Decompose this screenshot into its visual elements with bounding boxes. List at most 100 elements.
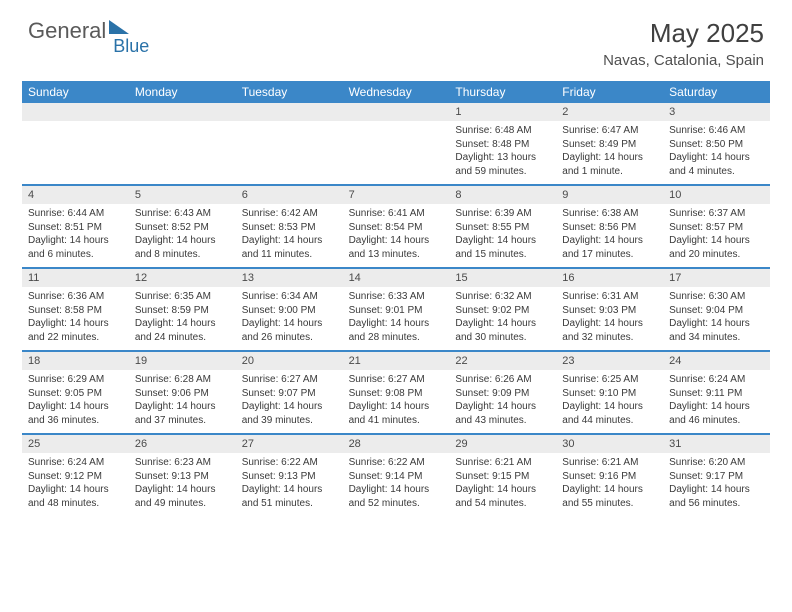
day-number-cell: 29 [449, 435, 556, 453]
day-body-cell: Sunrise: 6:24 AMSunset: 9:12 PMDaylight:… [22, 453, 129, 516]
day-sunset-text: Sunset: 8:50 PM [669, 138, 764, 152]
day-sunset-text: Sunset: 9:10 PM [562, 387, 657, 401]
logo: General Blue [28, 18, 149, 57]
day-daylight2-text: and 41 minutes. [349, 414, 444, 428]
day-sunrise-text: Sunrise: 6:41 AM [349, 207, 444, 221]
day-sunrise-text: Sunrise: 6:27 AM [242, 373, 337, 387]
day-number-cell: 2 [556, 103, 663, 121]
day-number-row: 45678910 [22, 186, 770, 204]
day-daylight1-text: Daylight: 14 hours [455, 483, 550, 497]
day-sunrise-text: Sunrise: 6:36 AM [28, 290, 123, 304]
day-body-cell [343, 121, 450, 184]
day-daylight2-text: and 44 minutes. [562, 414, 657, 428]
day-number-cell: 1 [449, 103, 556, 121]
day-body-cell: Sunrise: 6:41 AMSunset: 8:54 PMDaylight:… [343, 204, 450, 267]
day-daylight1-text: Daylight: 14 hours [28, 483, 123, 497]
day-body-cell: Sunrise: 6:27 AMSunset: 9:07 PMDaylight:… [236, 370, 343, 433]
title-block: May 2025 Navas, Catalonia, Spain [603, 18, 764, 69]
day-daylight1-text: Daylight: 14 hours [669, 483, 764, 497]
day-daylight1-text: Daylight: 14 hours [669, 317, 764, 331]
day-of-week-header: Saturday [663, 81, 770, 103]
day-daylight2-text: and 37 minutes. [135, 414, 230, 428]
day-sunset-text: Sunset: 8:57 PM [669, 221, 764, 235]
day-number-cell: 15 [449, 269, 556, 287]
day-daylight1-text: Daylight: 14 hours [669, 400, 764, 414]
day-sunset-text: Sunset: 9:08 PM [349, 387, 444, 401]
day-body-cell: Sunrise: 6:24 AMSunset: 9:11 PMDaylight:… [663, 370, 770, 433]
day-of-week-header-row: SundayMondayTuesdayWednesdayThursdayFrid… [22, 81, 770, 103]
day-sunset-text: Sunset: 9:05 PM [28, 387, 123, 401]
day-daylight2-text: and 36 minutes. [28, 414, 123, 428]
day-sunrise-text: Sunrise: 6:43 AM [135, 207, 230, 221]
day-daylight2-text: and 8 minutes. [135, 248, 230, 262]
day-sunrise-text: Sunrise: 6:34 AM [242, 290, 337, 304]
day-body-cell: Sunrise: 6:34 AMSunset: 9:00 PMDaylight:… [236, 287, 343, 350]
calendar-week: 45678910Sunrise: 6:44 AMSunset: 8:51 PMD… [22, 184, 770, 267]
day-number-cell: 21 [343, 352, 450, 370]
day-body-cell: Sunrise: 6:22 AMSunset: 9:14 PMDaylight:… [343, 453, 450, 516]
day-daylight2-text: and 4 minutes. [669, 165, 764, 179]
day-body-cell: Sunrise: 6:33 AMSunset: 9:01 PMDaylight:… [343, 287, 450, 350]
day-sunset-text: Sunset: 9:00 PM [242, 304, 337, 318]
logo-triangle-icon [109, 20, 129, 34]
day-daylight2-text: and 43 minutes. [455, 414, 550, 428]
day-daylight2-text: and 32 minutes. [562, 331, 657, 345]
day-daylight1-text: Daylight: 14 hours [349, 234, 444, 248]
day-daylight1-text: Daylight: 14 hours [349, 317, 444, 331]
day-body-cell [22, 121, 129, 184]
day-body-cell: Sunrise: 6:26 AMSunset: 9:09 PMDaylight:… [449, 370, 556, 433]
day-number-cell [343, 103, 450, 121]
day-body-row: Sunrise: 6:44 AMSunset: 8:51 PMDaylight:… [22, 204, 770, 267]
day-daylight1-text: Daylight: 14 hours [242, 483, 337, 497]
day-sunset-text: Sunset: 9:02 PM [455, 304, 550, 318]
day-number-cell: 4 [22, 186, 129, 204]
day-daylight2-text: and 1 minute. [562, 165, 657, 179]
day-of-week-header: Sunday [22, 81, 129, 103]
day-body-cell: Sunrise: 6:44 AMSunset: 8:51 PMDaylight:… [22, 204, 129, 267]
day-sunset-text: Sunset: 8:48 PM [455, 138, 550, 152]
day-number-row: 123 [22, 103, 770, 121]
day-body-cell: Sunrise: 6:48 AMSunset: 8:48 PMDaylight:… [449, 121, 556, 184]
day-daylight2-text: and 22 minutes. [28, 331, 123, 345]
day-body-cell: Sunrise: 6:47 AMSunset: 8:49 PMDaylight:… [556, 121, 663, 184]
day-number-cell: 5 [129, 186, 236, 204]
day-number-cell [22, 103, 129, 121]
day-daylight1-text: Daylight: 14 hours [669, 234, 764, 248]
day-sunset-text: Sunset: 9:11 PM [669, 387, 764, 401]
day-sunrise-text: Sunrise: 6:22 AM [349, 456, 444, 470]
day-body-cell: Sunrise: 6:23 AMSunset: 9:13 PMDaylight:… [129, 453, 236, 516]
day-body-row: Sunrise: 6:29 AMSunset: 9:05 PMDaylight:… [22, 370, 770, 433]
day-daylight1-text: Daylight: 14 hours [455, 234, 550, 248]
day-body-cell [129, 121, 236, 184]
day-sunset-text: Sunset: 9:17 PM [669, 470, 764, 484]
day-daylight1-text: Daylight: 14 hours [562, 234, 657, 248]
day-daylight1-text: Daylight: 14 hours [562, 317, 657, 331]
day-sunset-text: Sunset: 9:16 PM [562, 470, 657, 484]
day-sunset-text: Sunset: 9:07 PM [242, 387, 337, 401]
day-daylight1-text: Daylight: 14 hours [242, 234, 337, 248]
day-daylight2-text: and 54 minutes. [455, 497, 550, 511]
day-number-cell: 17 [663, 269, 770, 287]
calendar-week: 25262728293031Sunrise: 6:24 AMSunset: 9:… [22, 433, 770, 516]
day-sunset-text: Sunset: 9:06 PM [135, 387, 230, 401]
day-sunrise-text: Sunrise: 6:48 AM [455, 124, 550, 138]
day-body-cell: Sunrise: 6:21 AMSunset: 9:16 PMDaylight:… [556, 453, 663, 516]
day-number-row: 18192021222324 [22, 352, 770, 370]
day-body-cell: Sunrise: 6:32 AMSunset: 9:02 PMDaylight:… [449, 287, 556, 350]
calendar-week: 11121314151617Sunrise: 6:36 AMSunset: 8:… [22, 267, 770, 350]
day-body-cell: Sunrise: 6:30 AMSunset: 9:04 PMDaylight:… [663, 287, 770, 350]
day-sunrise-text: Sunrise: 6:23 AM [135, 456, 230, 470]
day-daylight2-text: and 30 minutes. [455, 331, 550, 345]
day-number-cell: 24 [663, 352, 770, 370]
day-daylight2-text: and 34 minutes. [669, 331, 764, 345]
day-number-cell: 31 [663, 435, 770, 453]
day-daylight1-text: Daylight: 14 hours [135, 317, 230, 331]
day-daylight1-text: Daylight: 14 hours [349, 400, 444, 414]
day-daylight2-text: and 28 minutes. [349, 331, 444, 345]
day-daylight1-text: Daylight: 14 hours [242, 317, 337, 331]
day-sunset-text: Sunset: 8:54 PM [349, 221, 444, 235]
day-number-row: 11121314151617 [22, 269, 770, 287]
day-sunset-text: Sunset: 9:12 PM [28, 470, 123, 484]
day-daylight1-text: Daylight: 14 hours [28, 317, 123, 331]
day-body-cell: Sunrise: 6:46 AMSunset: 8:50 PMDaylight:… [663, 121, 770, 184]
